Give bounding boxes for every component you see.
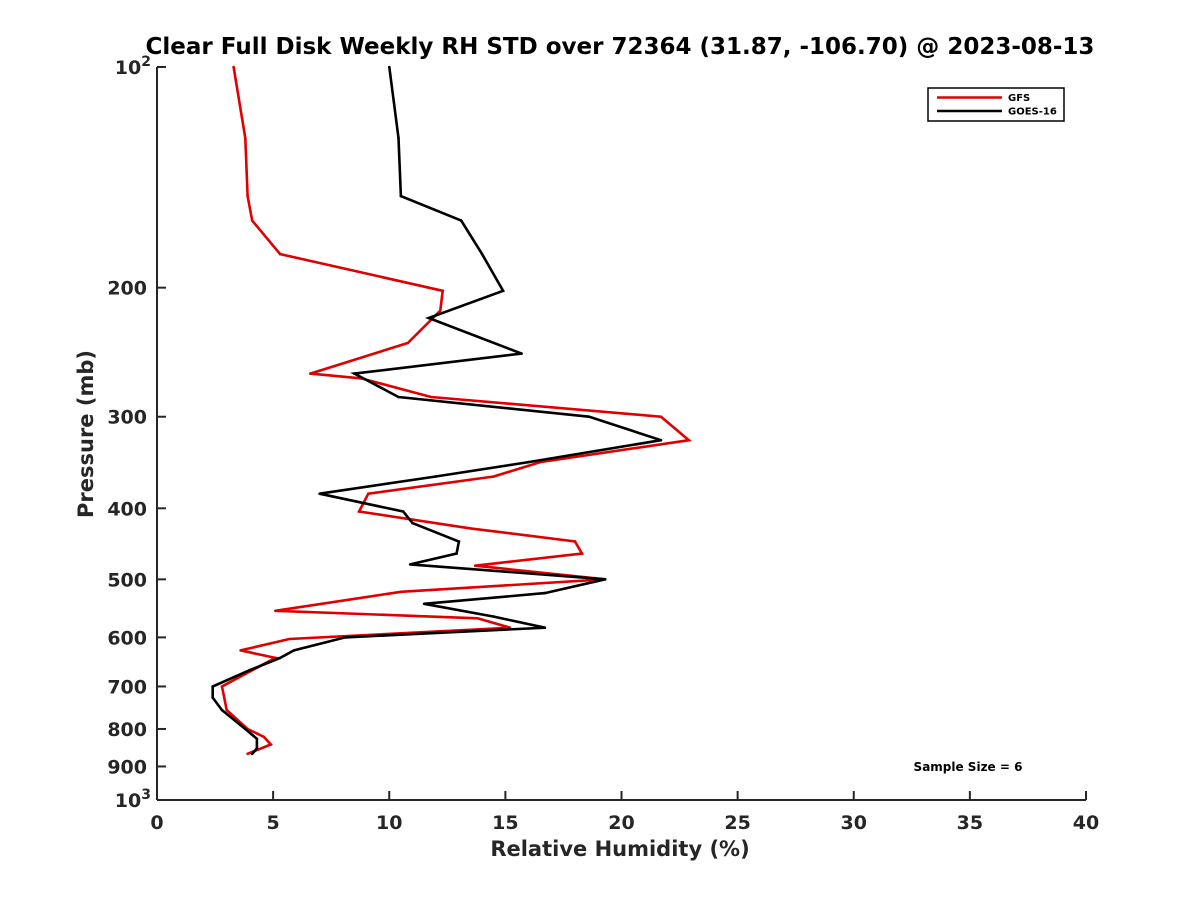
y-tick-label-400: 400 <box>107 498 147 520</box>
x-tick-label-40: 40 <box>1073 812 1099 834</box>
data-point-gfs-31 <box>225 708 228 712</box>
axes <box>156 66 1087 801</box>
sample-size-annotation: Sample Size = 6 <box>914 760 1023 774</box>
data-point-gfs-10 <box>429 395 433 399</box>
data-point-gfs-27 <box>239 649 242 652</box>
data-point-goes16-15 <box>401 510 405 513</box>
data-point-gfs-3 <box>250 219 254 222</box>
data-point-goes16-1 <box>397 136 400 140</box>
data-point-goes16-0 <box>388 65 391 69</box>
data-point-goes16-22 <box>422 602 426 606</box>
x-tick-label-25: 25 <box>724 812 750 834</box>
x-tick-label-10: 10 <box>376 812 402 834</box>
data-point-gfs-2 <box>246 194 249 198</box>
data-point-gfs-22 <box>399 590 403 594</box>
data-point-gfs-33 <box>262 735 266 739</box>
y-tick-labels: 102 200 300 400 500 600 700 800 900 103 <box>107 54 151 812</box>
data-point-gfs-7 <box>406 341 410 345</box>
legend-label-gfs: GFS <box>1008 93 1030 104</box>
legend: GFS GOES-16 <box>927 87 1065 122</box>
data-point-gfs-12 <box>687 438 691 442</box>
data-point-gfs-20 <box>473 564 477 567</box>
data-point-gfs-26 <box>288 637 291 641</box>
data-point-goes16-6 <box>427 316 431 320</box>
data-point-gfs-16 <box>357 510 361 513</box>
data-point-goes16-12 <box>527 460 530 464</box>
data-point-goes16-7 <box>520 352 523 355</box>
data-point-goes16-16 <box>411 521 414 525</box>
data-point-gfs-8 <box>309 372 312 375</box>
data-point-goes16-30 <box>211 696 214 699</box>
data-point-gfs-0 <box>232 65 235 69</box>
data-point-goes16-4 <box>480 252 484 256</box>
x-tick-label-15: 15 <box>492 812 518 834</box>
data-point-goes16-21 <box>543 591 547 595</box>
data-point-goes16-20 <box>603 578 607 581</box>
data-point-goes16-11 <box>659 438 663 442</box>
data-point-goes16-13 <box>434 475 438 478</box>
x-tick-label-5: 5 <box>267 812 280 834</box>
data-point-gfs-1 <box>244 136 247 140</box>
y-tick-label-300: 300 <box>107 407 147 429</box>
legend-label-goes16: GOES-16 <box>1008 107 1057 118</box>
y-tick-label-600: 600 <box>107 627 147 649</box>
x-tick-label-0: 0 <box>150 812 163 834</box>
data-point-gfs-23 <box>274 609 277 613</box>
data-point-gfs-4 <box>278 252 282 256</box>
data-point-goes16-3 <box>459 219 463 222</box>
y-tick-label-100: 102 <box>115 54 151 79</box>
x-tick-label-30: 30 <box>841 812 867 834</box>
y-tick-label-1000: 103 <box>115 787 151 812</box>
data-point-goes16-2 <box>399 194 403 198</box>
data-point-gfs-17 <box>469 527 472 530</box>
data-point-goes16-23 <box>492 615 496 618</box>
data-point-goes16-18 <box>455 552 458 555</box>
data-point-goes16-31 <box>220 708 224 712</box>
data-point-gfs-35 <box>246 752 249 756</box>
data-point-goes16-32 <box>244 727 247 731</box>
data-point-goes16-28 <box>248 668 252 672</box>
data-point-goes16-9 <box>397 395 400 399</box>
data-point-goes16-10 <box>587 415 591 419</box>
data-point-goes16-25 <box>343 636 347 639</box>
data-point-gfs-15 <box>367 492 370 496</box>
y-axis-label: Pressure (mb) <box>74 350 98 518</box>
data-point-goes16-26 <box>292 649 296 652</box>
data-point-goes16-27 <box>278 656 282 660</box>
x-tick-label-20: 20 <box>608 812 634 834</box>
series-layer <box>211 65 692 756</box>
data-point-goes16-33 <box>255 737 259 741</box>
data-point-gfs-34 <box>269 743 273 746</box>
data-point-gfs-18 <box>573 540 577 543</box>
data-point-gfs-30 <box>220 685 224 688</box>
data-point-goes16-8 <box>353 372 356 375</box>
data-point-gfs-6 <box>439 309 442 313</box>
data-point-gfs-19 <box>580 552 584 555</box>
x-axis-label: Relative Humidity (%) <box>490 837 749 861</box>
y-tick-label-500: 500 <box>107 569 147 591</box>
data-point-gfs-14 <box>492 475 496 478</box>
legend-box <box>927 87 1065 122</box>
y-tick-label-900: 900 <box>107 756 147 778</box>
x-tick-label-35: 35 <box>957 812 983 834</box>
data-point-goes16-14 <box>318 492 321 496</box>
data-point-goes16-19 <box>408 563 412 566</box>
series-line-goes16 <box>211 66 662 755</box>
data-point-gfs-5 <box>441 289 445 293</box>
data-point-goes16-5 <box>501 289 505 293</box>
y-tick-label-700: 700 <box>107 676 147 698</box>
data-point-goes16-29 <box>211 685 214 688</box>
y-tick-label-800: 800 <box>107 719 147 741</box>
x-tick-labels: 0 5 10 15 20 25 30 35 40 <box>150 812 1099 834</box>
data-point-goes16-34 <box>255 747 259 750</box>
data-point-gfs-24 <box>476 617 479 620</box>
data-point-goes16-35 <box>250 752 254 756</box>
data-point-goes16-24 <box>543 626 547 629</box>
data-point-goes16-17 <box>457 540 461 543</box>
data-point-gfs-11 <box>659 415 663 419</box>
y-tick-label-200: 200 <box>107 278 147 300</box>
chart-title: Clear Full Disk Weekly RH STD over 72364… <box>146 34 1095 60</box>
